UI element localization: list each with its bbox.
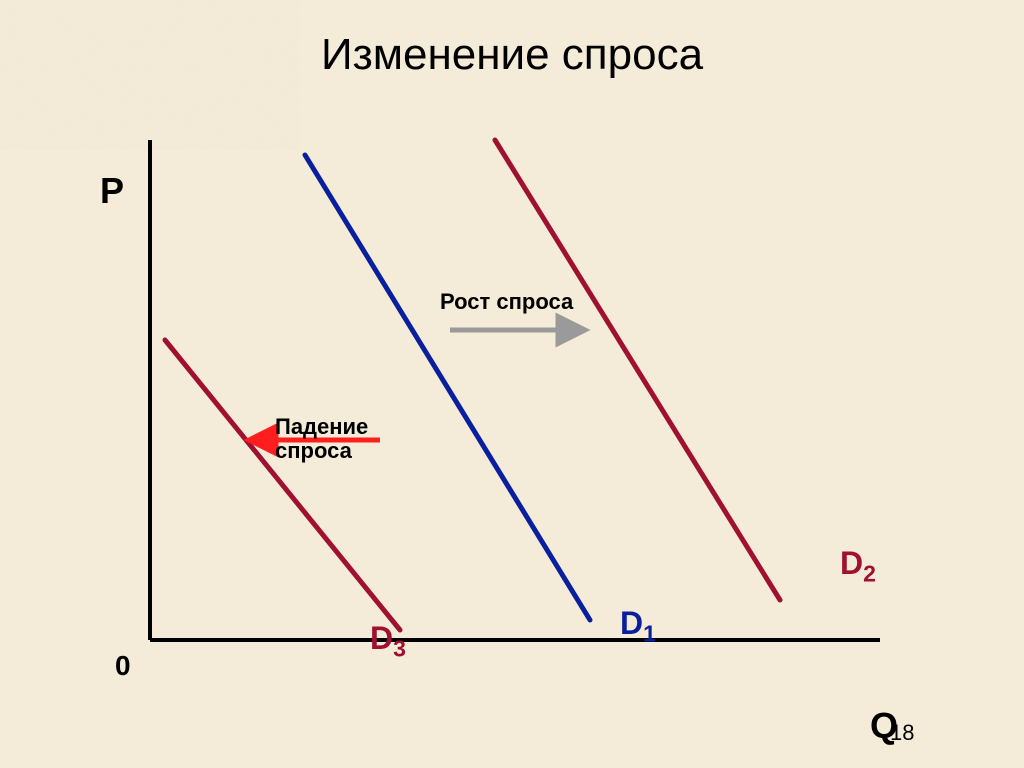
curve-label-d2: D2 bbox=[840, 545, 876, 587]
curve-label-d3: D3 bbox=[370, 620, 406, 662]
curve-label-d3-sub: 3 bbox=[393, 635, 406, 661]
axis-label-p: P bbox=[100, 170, 124, 212]
curve-label-d1-sub: 1 bbox=[643, 620, 656, 646]
chart-svg bbox=[90, 140, 910, 700]
demand-chart bbox=[90, 140, 910, 700]
curve-label-d1-main: D bbox=[620, 605, 643, 641]
slide: Изменение спроса P Q 0 bbox=[0, 0, 1024, 768]
label-growth: Рост спроса bbox=[440, 290, 573, 314]
axis-origin-label: 0 bbox=[115, 650, 131, 682]
curve-label-d2-main: D bbox=[840, 545, 863, 581]
slide-number: 18 bbox=[890, 720, 914, 746]
curve-D3 bbox=[165, 340, 400, 630]
label-decline: Падениеспроса bbox=[275, 415, 368, 463]
curve-label-d1: D1 bbox=[620, 605, 656, 647]
curve-label-d3-main: D bbox=[370, 620, 393, 656]
curve-label-d2-sub: 2 bbox=[863, 560, 876, 586]
slide-title: Изменение спроса bbox=[0, 30, 1024, 80]
